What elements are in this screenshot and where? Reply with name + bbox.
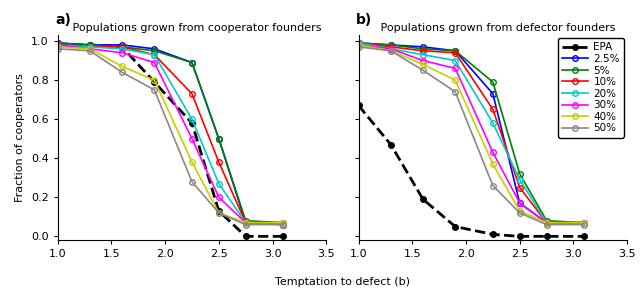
Text: b): b) bbox=[356, 13, 372, 27]
Text: Temptation to defect (b): Temptation to defect (b) bbox=[275, 277, 410, 287]
Text: a): a) bbox=[55, 13, 71, 27]
Title:    Populations grown from defector founders: Populations grown from defector founders bbox=[370, 23, 616, 33]
Legend: EPA, 2.5%, 5%, 10%, 20%, 30%, 40%, 50%: EPA, 2.5%, 5%, 10%, 20%, 30%, 40%, 50% bbox=[558, 38, 624, 137]
Y-axis label: Fraction of cooperators: Fraction of cooperators bbox=[15, 73, 25, 202]
Title:    Populations grown from cooperator founders: Populations grown from cooperator founde… bbox=[62, 23, 322, 33]
